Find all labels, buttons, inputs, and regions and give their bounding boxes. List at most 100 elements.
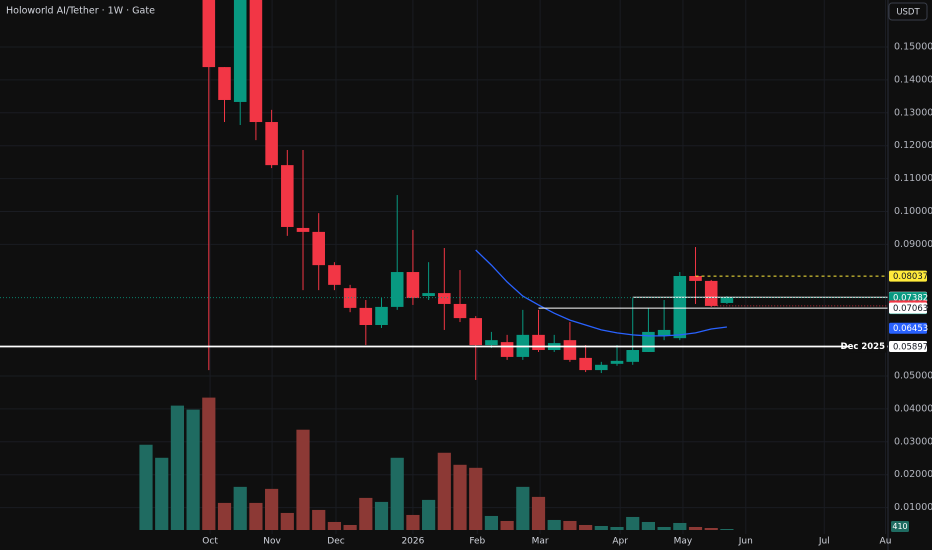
volume-bar [563, 520, 577, 530]
candle-body [233, 0, 247, 102]
y-tick-label: 0.04000 [894, 403, 932, 414]
x-tick-label: Mar [532, 537, 549, 547]
volume-bar [594, 525, 608, 530]
price-badge-label: 0.08037 [893, 272, 928, 282]
candle-body [343, 288, 357, 308]
candle-body [202, 0, 216, 68]
volume-badge [891, 521, 909, 532]
y-tick-label: 0.02000 [894, 469, 932, 480]
volume-bar [217, 502, 232, 530]
y-tick-label: 0.14000 [894, 74, 932, 85]
x-tick-label: Jun [738, 537, 753, 547]
volume-bar [469, 467, 483, 530]
volume-bar [233, 486, 247, 530]
price-badge [889, 270, 927, 282]
volume-bar [343, 524, 357, 530]
volume-bar [547, 519, 561, 530]
price-badge-label: 0.05897 [893, 342, 928, 352]
volume-bar [202, 397, 216, 530]
x-tick-label: Nov [263, 537, 281, 547]
volume-bar [390, 457, 404, 530]
candle-body [657, 329, 671, 336]
volume-bar [296, 429, 310, 530]
price-axis: 0.15000 0.14000 0.13000 0.12000 0.11000 0.100… [889, 42, 932, 532]
volume-bar [327, 521, 342, 530]
candle-body [406, 272, 420, 299]
candle-body [359, 307, 373, 326]
y-tick-label: 0.13000 [894, 107, 932, 118]
price-badge-label: 0.06453 [893, 324, 928, 334]
volume-bar [626, 516, 640, 530]
annotation-badge [849, 340, 887, 353]
candle-body [642, 331, 655, 352]
candle-body [720, 297, 734, 303]
x-tick-label: Au [880, 537, 892, 547]
x-tick-label: Oct [202, 537, 218, 547]
volume-bar [186, 409, 200, 530]
volume-bar [453, 464, 467, 530]
volume-bar [280, 512, 294, 530]
annotation-label: Dec 2025 [841, 342, 886, 352]
volume-bar [500, 520, 514, 530]
candle-body [579, 357, 592, 371]
candle-body [469, 318, 482, 346]
currency-label[interactable]: USDT [896, 8, 920, 18]
candle-body [312, 231, 325, 266]
volume-pane [139, 397, 734, 530]
volume-bar [516, 486, 530, 530]
y-tick-label: 0.15000 [894, 42, 932, 53]
currency-button[interactable] [888, 2, 928, 21]
price-badge [889, 322, 927, 334]
volume-bar [579, 524, 593, 530]
chart-title: Holoworld AI/Tether · 1W · Gate [6, 6, 155, 17]
price-badge [889, 302, 927, 314]
candle-body [265, 122, 278, 166]
candle-body [532, 334, 545, 351]
candle-body [249, 0, 263, 123]
volume-bar [406, 514, 420, 530]
price-badge [889, 340, 927, 352]
x-tick-label: Dec [327, 537, 344, 547]
candle-body [453, 303, 467, 319]
x-tick-label: Apr [612, 537, 628, 547]
volume-bar [249, 502, 263, 530]
y-tick-label: 0.05000 [894, 370, 932, 381]
volume-bar [704, 527, 718, 530]
candle-body [563, 340, 577, 360]
y-tick-label: 0.03000 [894, 436, 932, 447]
candle-body [595, 364, 608, 371]
volume-bar [374, 501, 389, 530]
volume-bar [720, 528, 734, 530]
candle-body [704, 280, 718, 306]
y-tick-label: 0.01000 [894, 502, 932, 513]
x-tick-label: Jul [818, 537, 830, 547]
candle-body [375, 306, 388, 326]
volume-bar [641, 521, 656, 530]
candle-body [438, 293, 451, 304]
candle-body [281, 165, 294, 227]
x-tick-label: May [674, 537, 693, 547]
x-tick-label: 2026 [401, 537, 424, 547]
price-pane: Dec 2025 [0, 0, 888, 380]
y-tick-label: 0.12000 [894, 140, 932, 151]
volume-bar [484, 515, 499, 530]
candle-body [500, 342, 514, 357]
candle-body [485, 340, 498, 346]
volume-bar [437, 452, 451, 530]
candle-body [673, 275, 687, 339]
volume-bar [422, 499, 436, 530]
y-tick-label: 0.11000 [894, 173, 932, 184]
candle-body [296, 227, 310, 232]
volume-bar [170, 405, 185, 530]
volume-bar [359, 497, 373, 530]
volume-bar [688, 526, 703, 530]
candle-body [328, 265, 341, 285]
x-tick-label: Feb [469, 537, 485, 547]
volume-badge-label: 410 [892, 522, 907, 531]
candle-body [626, 350, 639, 362]
volume-bar [610, 526, 624, 530]
price-badge-label: 0.07382 [893, 294, 928, 304]
price-badge-label: 0.07063 [893, 304, 928, 314]
